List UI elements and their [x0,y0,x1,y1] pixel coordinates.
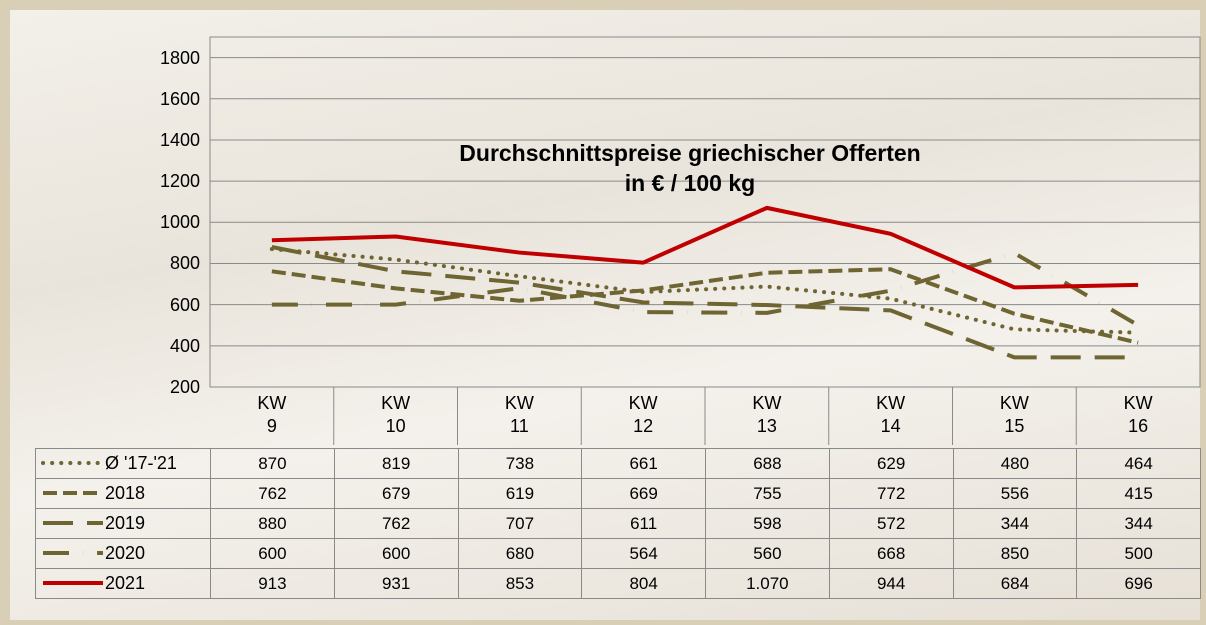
table-cell: 480 [952,448,1078,479]
x-tick-label: KW 13 [752,393,782,436]
series-line [269,247,1141,335]
table-cell: 600 [210,538,335,569]
table-cell: 344 [1076,508,1201,539]
table-cell: 629 [828,448,954,479]
table-cell: 556 [952,478,1078,509]
x-tick-label: KW 12 [628,393,658,436]
y-tick-label: 400 [169,335,200,356]
table-cell: 931 [333,568,459,599]
table-cell: 344 [952,508,1078,539]
panel [10,10,1200,620]
y-tick-label: 1600 [159,88,200,109]
table-cell: 572 [828,508,954,539]
table-cell: 804 [581,568,706,599]
y-tick-label: 200 [169,377,200,397]
y-tick-label: 1200 [159,171,200,192]
chart-title: Durchschnittspreise griechischer Offerte… [459,140,921,196]
table-cell: 870 [210,448,335,479]
table-cell: 913 [210,568,335,599]
x-tick-label: KW 15 [999,393,1029,436]
legend-label: 2021 [105,573,146,593]
y-tick-label: 1000 [159,212,200,233]
legend-label: 2018 [105,483,146,503]
table-cell: 668 [828,538,954,569]
table-cell: 707 [457,508,583,539]
x-tick-label: KW 11 [504,393,534,436]
table-cell: 762 [333,508,459,539]
table-cell: 755 [705,478,830,509]
x-tick-label: KW 9 [257,393,287,436]
series-line [271,267,1139,345]
table-cell: 415 [1076,478,1201,509]
table-cell: 738 [457,448,583,479]
table-cell: 669 [581,478,706,509]
y-tick-label: 800 [169,253,200,274]
x-tick-label: KW 14 [876,393,906,436]
x-tick-label: KW 16 [1123,393,1153,436]
table-cell: 500 [1076,538,1201,569]
table-cell: 619 [457,478,583,509]
legend-label: 2020 [105,543,146,563]
table-cell: 598 [705,508,830,539]
table-cell: 464 [1076,448,1201,479]
legend-label: Ø '17-'21 [105,453,177,473]
table-cell: 600 [333,538,459,569]
y-tick-label: 600 [169,294,200,315]
table-cell: 564 [581,538,706,569]
table-cell: 688 [705,448,830,479]
legend-label: 2019 [105,513,146,533]
table-cell: 853 [457,568,583,599]
table-cell: 611 [581,508,706,539]
y-tick-label: 1400 [159,129,200,150]
series-line [271,205,1139,290]
series-line [271,245,1139,360]
table-cell: 696 [1076,568,1201,599]
table-cell: 679 [333,478,459,509]
table-cell: 850 [952,538,1078,569]
plot-area [209,36,1201,388]
table-cell: 762 [210,478,335,509]
table-cell: 680 [457,538,583,569]
table-cell: 560 [705,538,830,569]
table-cell: 661 [581,448,706,479]
table-cell: 819 [333,448,459,479]
table-cell: 880 [210,508,335,539]
series-line [271,251,1140,327]
table-cell: 944 [828,568,954,599]
x-tick-label: KW 10 [381,393,411,436]
table-cell: 684 [952,568,1078,599]
table-cell: 1.070 [705,568,830,599]
table-cell: 772 [828,478,954,509]
y-tick-label: 1800 [159,47,200,68]
